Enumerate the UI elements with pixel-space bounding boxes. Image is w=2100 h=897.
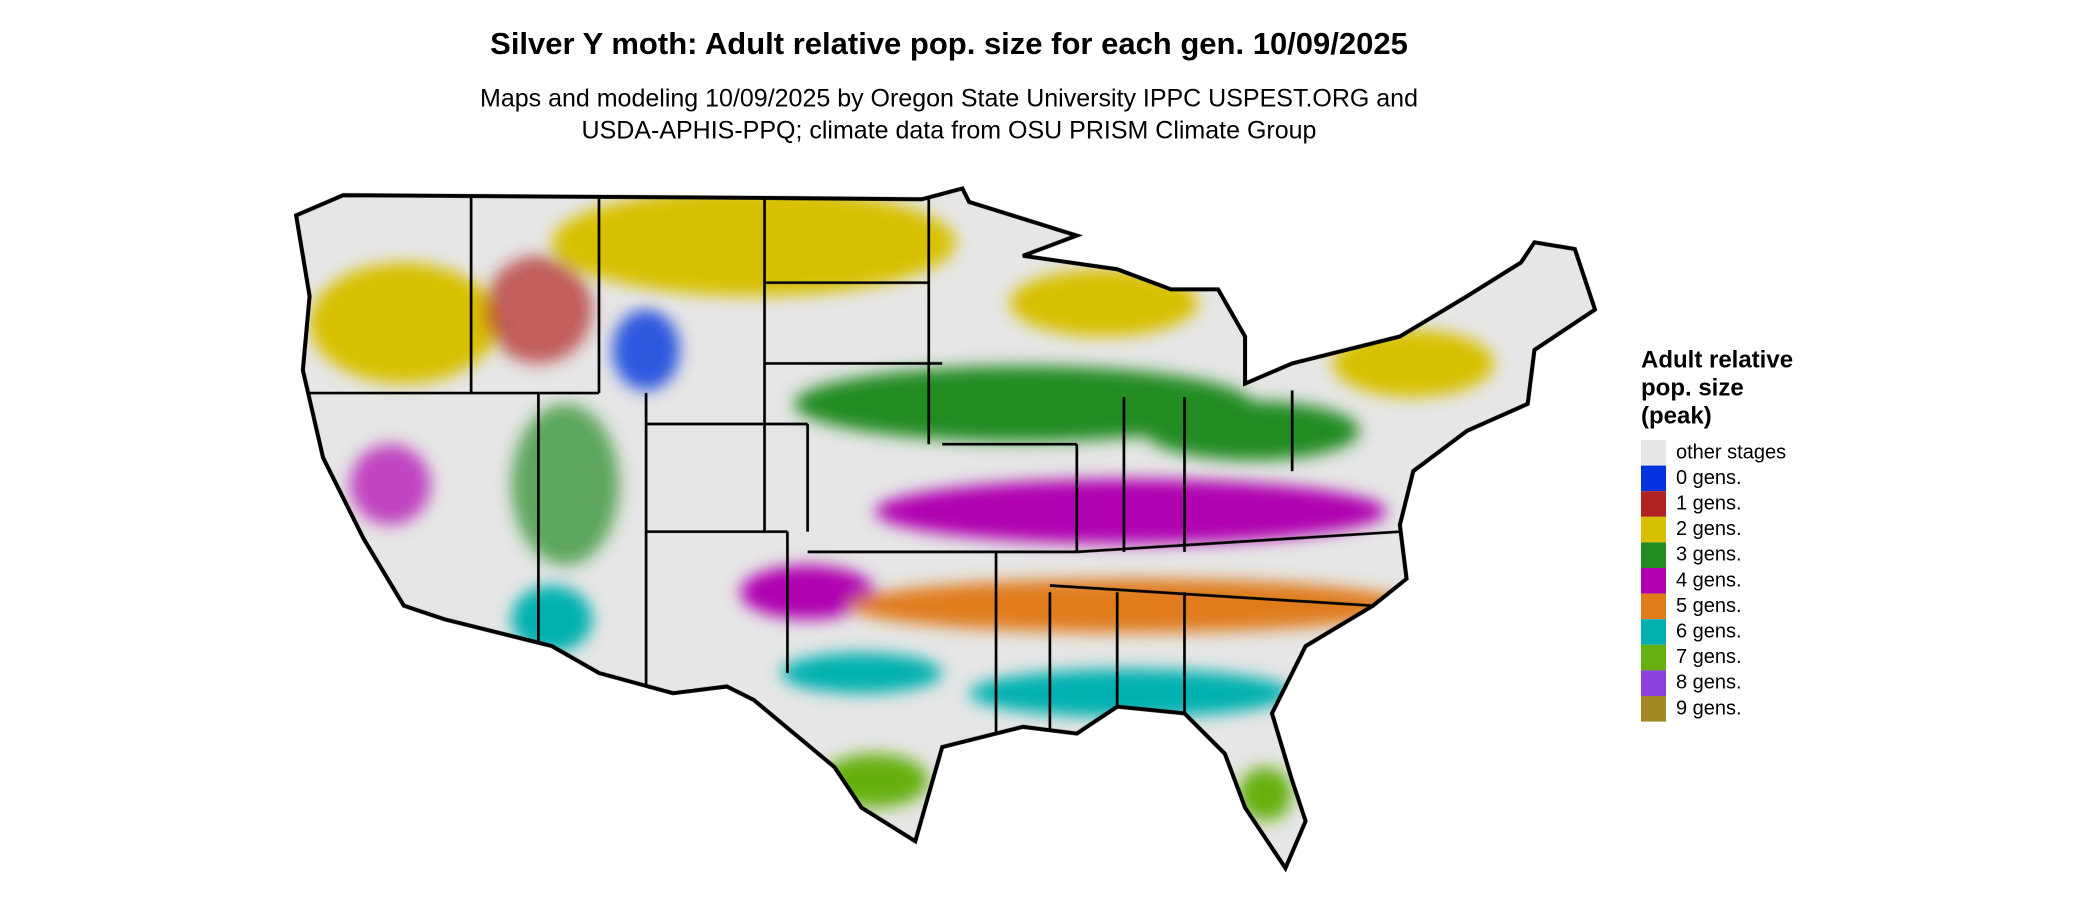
state-borders bbox=[302, 197, 1400, 741]
legend-swatch bbox=[1641, 491, 1666, 517]
map-fill bbox=[296, 188, 1596, 869]
legend-label: 4 gens. bbox=[1676, 569, 1742, 591]
legend-title: Adult relative bbox=[1641, 346, 1793, 373]
legend-swatch bbox=[1641, 619, 1666, 645]
legend-label: 9 gens. bbox=[1676, 697, 1742, 719]
legend-swatch bbox=[1641, 593, 1666, 620]
legend-title: pop. size bbox=[1641, 374, 1744, 401]
legend-label: 0 gens. bbox=[1676, 467, 1742, 489]
legend-label: 3 gens. bbox=[1676, 544, 1742, 566]
zone bbox=[511, 585, 593, 653]
zone bbox=[1332, 329, 1495, 398]
zone bbox=[821, 753, 929, 808]
legend-swatch bbox=[1641, 516, 1666, 543]
legend-swatch bbox=[1641, 568, 1666, 594]
zone bbox=[1238, 767, 1293, 822]
zone bbox=[349, 444, 431, 525]
zone bbox=[969, 668, 1293, 718]
legend-label: 2 gens. bbox=[1676, 518, 1742, 540]
legend-label: 1 gens. bbox=[1676, 492, 1742, 514]
zone bbox=[309, 262, 499, 384]
zone bbox=[740, 565, 875, 620]
zone bbox=[1144, 401, 1360, 461]
legend-swatch bbox=[1641, 542, 1666, 568]
legend-label: 7 gens. bbox=[1676, 646, 1742, 668]
legend-label: 5 gens. bbox=[1676, 595, 1742, 617]
subtitle: Maps and modeling 10/09/2025 by Oregon S… bbox=[480, 85, 1418, 113]
zone bbox=[780, 652, 943, 694]
legend-title: (peak) bbox=[1641, 402, 1712, 429]
legend-swatch bbox=[1641, 440, 1666, 466]
legend-swatch bbox=[1641, 670, 1666, 696]
zone bbox=[612, 309, 680, 391]
legend-label: 6 gens. bbox=[1676, 620, 1742, 642]
legend-swatch bbox=[1641, 465, 1666, 492]
map bbox=[269, 175, 1615, 892]
zone bbox=[484, 255, 593, 364]
zone bbox=[794, 366, 1252, 442]
zone bbox=[847, 578, 1414, 633]
subtitle: USDA-APHIS-PPQ; climate data from OSU PR… bbox=[582, 117, 1317, 145]
zone bbox=[874, 479, 1387, 544]
legend-swatch bbox=[1641, 644, 1666, 671]
legend-label: 8 gens. bbox=[1676, 672, 1742, 694]
legend-swatch bbox=[1641, 696, 1666, 722]
legend-label: other stages bbox=[1676, 441, 1786, 463]
zone bbox=[1009, 269, 1198, 337]
zone bbox=[511, 403, 620, 566]
zone bbox=[551, 188, 956, 297]
map-title: Silver Y moth: Adult relative pop. size … bbox=[490, 26, 1408, 61]
